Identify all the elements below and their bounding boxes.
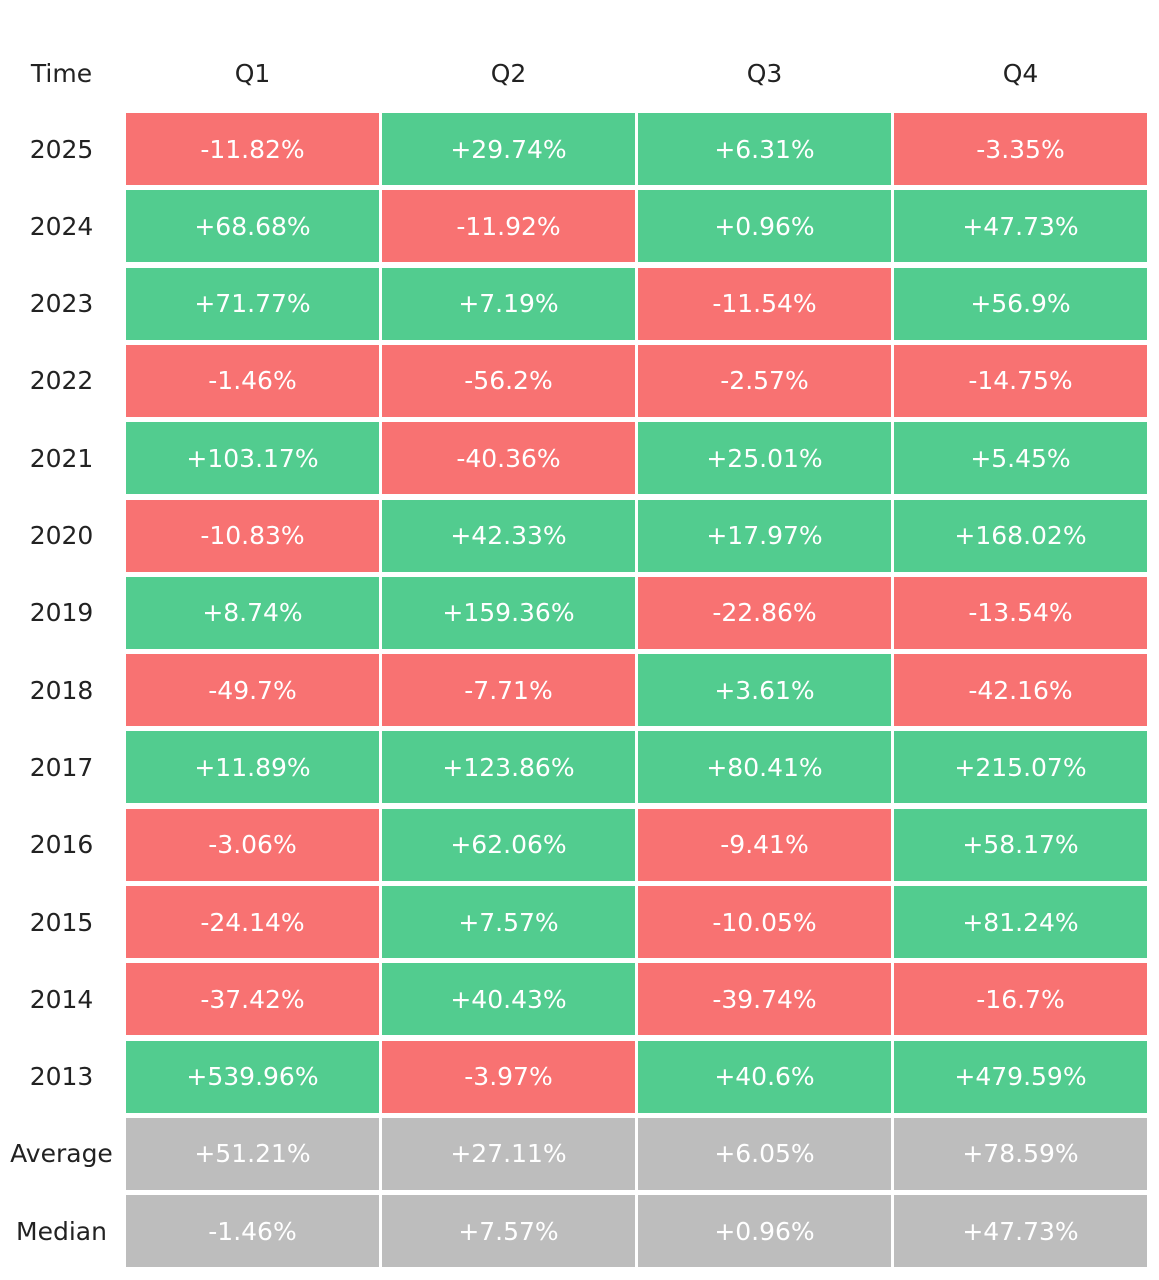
summary-cell: +0.96% — [638, 1195, 891, 1268]
return-cell: -7.71% — [382, 654, 635, 727]
row-label: 2025 — [29, 134, 94, 164]
return-cell: -10.05% — [638, 886, 891, 958]
return-cell: +6.31% — [638, 113, 891, 185]
return-cell: -42.16% — [894, 654, 1147, 727]
return-cell: +29.74% — [382, 113, 635, 185]
return-cell: -11.54% — [638, 267, 891, 340]
return-cell: +123.86% — [382, 731, 635, 804]
return-cell: -3.97% — [382, 1040, 635, 1113]
row-label: 2020 — [29, 521, 94, 550]
return-cell: -24.14% — [126, 886, 379, 958]
return-cell: +539.96% — [126, 1040, 379, 1113]
row-label: 2019 — [29, 598, 94, 628]
return-cell: +68.68% — [126, 190, 379, 263]
return-cell: +7.57% — [382, 886, 635, 958]
return-cell: -16.7% — [894, 963, 1147, 1036]
return-cell: +56.9% — [894, 267, 1147, 340]
return-cell: +17.97% — [638, 499, 891, 572]
return-cell: -14.75% — [894, 344, 1147, 417]
return-cell: -56.2% — [382, 344, 635, 417]
column-header: Q4 — [1002, 58, 1039, 88]
return-cell: +40.43% — [382, 963, 635, 1036]
return-cell: -11.92% — [382, 190, 635, 263]
column-header: Q1 — [234, 58, 271, 88]
row-label: 2016 — [29, 830, 94, 860]
return-cell: +80.41% — [638, 731, 891, 804]
summary-cell: +47.73% — [894, 1195, 1147, 1268]
column-header: Q2 — [490, 58, 527, 88]
return-cell: -1.46% — [126, 344, 379, 417]
return-cell: +40.6% — [638, 1040, 891, 1113]
return-cell: +47.73% — [894, 190, 1147, 263]
row-label: Average — [10, 1139, 113, 1169]
return-cell: +215.07% — [894, 731, 1147, 804]
summary-cell: +27.11% — [382, 1117, 635, 1190]
summary-cell: +7.57% — [382, 1195, 635, 1268]
return-cell: +81.24% — [894, 886, 1147, 958]
row-label: 2013 — [29, 1062, 94, 1092]
return-cell: -3.35% — [894, 113, 1147, 185]
return-cell: -13.54% — [894, 576, 1147, 649]
return-cell: +25.01% — [638, 422, 891, 495]
row-label: 2023 — [29, 289, 94, 319]
row-label: 2018 — [29, 675, 94, 705]
row-label: 2015 — [29, 907, 94, 937]
row-label: 2014 — [29, 984, 94, 1014]
return-cell: -11.82% — [126, 113, 379, 185]
return-cell: +71.77% — [126, 267, 379, 340]
return-cell: -39.74% — [638, 963, 891, 1036]
row-label: 2024 — [29, 211, 94, 241]
return-cell: +479.59% — [894, 1040, 1147, 1113]
column-header: Q3 — [746, 58, 783, 88]
return-cell: +3.61% — [638, 654, 891, 727]
return-cell: +5.45% — [894, 422, 1147, 495]
row-label: 2022 — [29, 366, 94, 396]
return-cell: +103.17% — [126, 422, 379, 495]
return-cell: -3.06% — [126, 808, 379, 881]
return-cell: +8.74% — [126, 576, 379, 649]
return-cell: +11.89% — [126, 731, 379, 804]
return-cell: +58.17% — [894, 808, 1147, 881]
summary-cell: +51.21% — [126, 1117, 379, 1190]
return-cell: -22.86% — [638, 576, 891, 649]
return-cell: +0.96% — [638, 190, 891, 263]
return-cell: -10.83% — [126, 499, 379, 572]
return-cell: +7.19% — [382, 267, 635, 340]
row-label: Median — [16, 1216, 107, 1246]
return-cell: +62.06% — [382, 808, 635, 881]
return-cell: +168.02% — [894, 499, 1147, 572]
return-cell: -9.41% — [638, 808, 891, 881]
column-header: Time — [30, 58, 93, 88]
summary-cell: -1.46% — [126, 1195, 379, 1268]
return-cell: -40.36% — [382, 422, 635, 495]
summary-cell: +78.59% — [894, 1117, 1147, 1190]
summary-cell: +6.05% — [638, 1117, 891, 1190]
return-cell: +159.36% — [382, 576, 635, 649]
return-cell: -37.42% — [126, 963, 379, 1036]
return-cell: -2.57% — [638, 344, 891, 417]
return-cell: -49.7% — [126, 654, 379, 727]
row-label: 2021 — [29, 443, 94, 473]
return-cell: +42.33% — [382, 499, 635, 572]
row-label: 2017 — [29, 752, 94, 782]
